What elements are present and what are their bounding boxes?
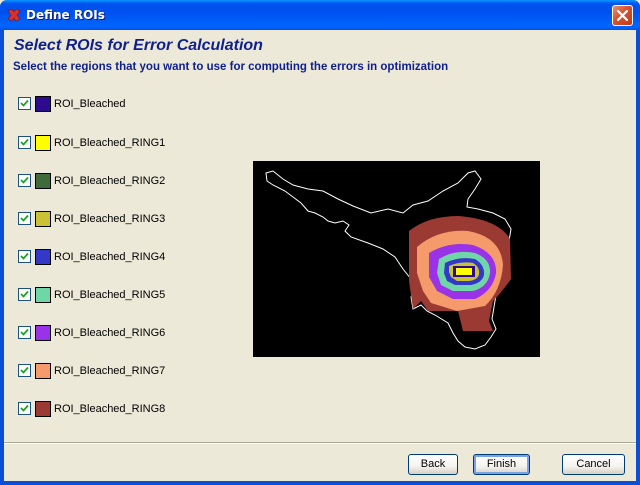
roi-row[interactable]: ROI_Bleached — [18, 96, 218, 114]
roi-checkbox[interactable] — [18, 364, 31, 377]
roi-row[interactable]: ROI_Bleached_RING8 — [18, 401, 218, 419]
window-frame-bottom — [0, 481, 640, 485]
roi-label: ROI_Bleached_RING1 — [54, 137, 166, 149]
roi-checkbox[interactable] — [18, 326, 31, 339]
dialog-content: Select ROIs for Error Calculation Select… — [4, 30, 636, 481]
roi-color-swatch — [35, 249, 51, 265]
roi-checkbox[interactable] — [18, 288, 31, 301]
roi-color-swatch — [35, 363, 51, 379]
checkmark-icon — [20, 138, 29, 146]
checkmark-icon — [20, 366, 29, 374]
roi-checkbox[interactable] — [18, 250, 31, 263]
roi-row[interactable]: ROI_Bleached_RING5 — [18, 287, 218, 305]
roi-color-swatch — [35, 173, 51, 189]
roi-label: ROI_Bleached — [54, 98, 126, 110]
back-button[interactable]: Back — [408, 454, 458, 475]
roi-row[interactable]: ROI_Bleached_RING3 — [18, 211, 218, 229]
close-icon — [616, 9, 629, 22]
roi-color-swatch — [35, 135, 51, 151]
checkmark-icon — [20, 328, 29, 336]
roi-color-swatch — [35, 96, 51, 112]
roi-label: ROI_Bleached_RING5 — [54, 289, 166, 301]
cancel-button[interactable]: Cancel — [562, 454, 625, 475]
window-title: Define ROIs — [26, 8, 105, 22]
roi-row[interactable]: ROI_Bleached_RING7 — [18, 363, 218, 381]
roi-color-swatch — [35, 211, 51, 227]
instructions-text: Select the regions that you want to use … — [13, 61, 449, 73]
footer-separator — [4, 442, 636, 444]
roi-color-swatch — [35, 401, 51, 417]
app-icon — [7, 8, 21, 22]
checkmark-icon — [20, 99, 29, 107]
roi-color-swatch — [35, 287, 51, 303]
checkmark-icon — [20, 176, 29, 184]
finish-button[interactable]: Finish — [473, 454, 530, 475]
roi-image — [253, 161, 540, 357]
title-bar[interactable]: Define ROIs — [0, 0, 640, 30]
checkmark-icon — [20, 404, 29, 412]
roi-row[interactable]: ROI_Bleached_RING6 — [18, 325, 218, 343]
roi-checkbox[interactable] — [18, 174, 31, 187]
roi-color-swatch — [35, 325, 51, 341]
checkmark-icon — [20, 214, 29, 222]
roi-row[interactable]: ROI_Bleached_RING1 — [18, 135, 218, 153]
checkmark-icon — [20, 252, 29, 260]
close-button[interactable] — [612, 5, 633, 26]
page-title: Select ROIs for Error Calculation — [14, 37, 263, 54]
roi-label: ROI_Bleached_RING3 — [54, 213, 166, 225]
roi-checkbox[interactable] — [18, 136, 31, 149]
roi-checkbox[interactable] — [18, 97, 31, 110]
roi-label: ROI_Bleached_RING4 — [54, 251, 166, 263]
roi-checkbox[interactable] — [18, 212, 31, 225]
roi-label: ROI_Bleached_RING6 — [54, 327, 166, 339]
checkmark-icon — [20, 290, 29, 298]
roi-row[interactable]: ROI_Bleached_RING2 — [18, 173, 218, 191]
roi-label: ROI_Bleached_RING7 — [54, 365, 166, 377]
roi-checkbox[interactable] — [18, 402, 31, 415]
roi-row[interactable]: ROI_Bleached_RING4 — [18, 249, 218, 267]
roi-label: ROI_Bleached_RING2 — [54, 175, 166, 187]
roi-label: ROI_Bleached_RING8 — [54, 403, 166, 415]
